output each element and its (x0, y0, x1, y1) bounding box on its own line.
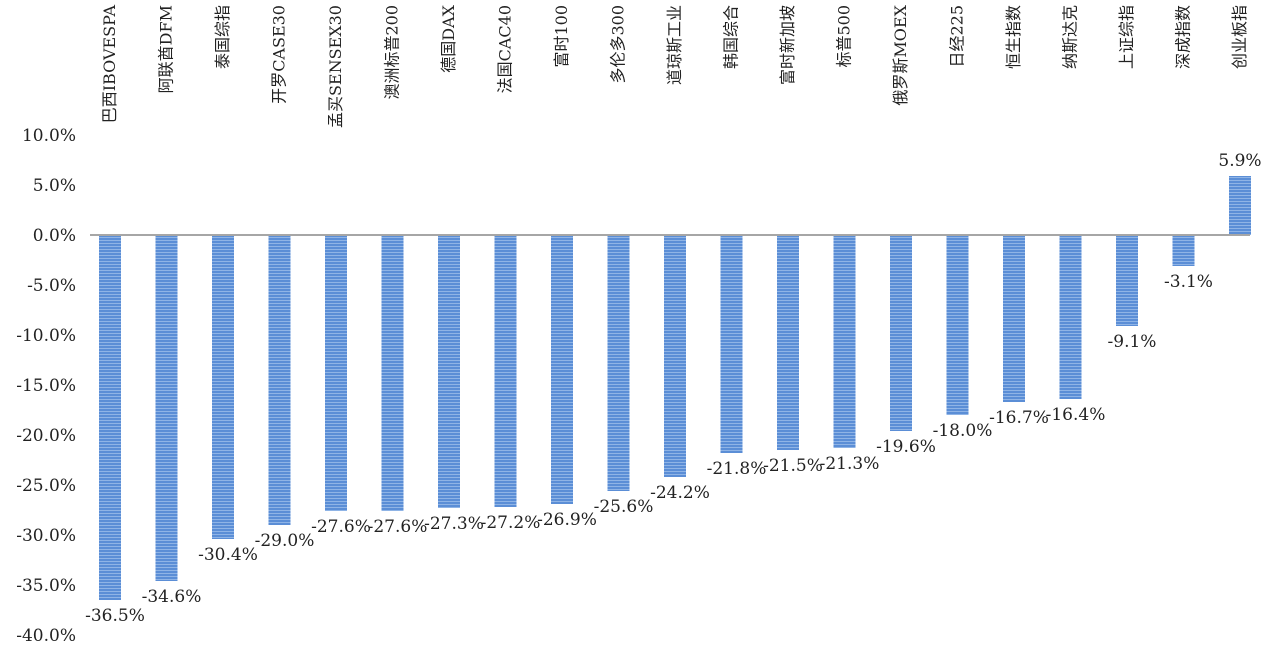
data-label: -30.4% (198, 545, 258, 565)
bar (212, 235, 234, 539)
y-tick-label: -30.0% (16, 526, 76, 546)
category-label: 巴西IBOVESPA (100, 5, 119, 124)
y-tick-label: -35.0% (16, 576, 76, 596)
category-label: 多伦多300 (609, 5, 628, 84)
data-label: -16.7% (989, 408, 1049, 428)
bar (664, 235, 686, 477)
bar (551, 235, 573, 504)
bar (99, 235, 121, 600)
bar (607, 235, 630, 491)
y-tick-label: 5.0% (33, 176, 76, 196)
y-tick-label: 10.0% (22, 126, 76, 146)
bar (268, 235, 291, 525)
bar (325, 235, 347, 511)
category-label: 泰国综指 (213, 5, 232, 69)
bar (833, 235, 856, 448)
category-label: 纳斯达克 (1061, 5, 1080, 69)
category-label: 深成指数 (1174, 5, 1193, 69)
data-label: 5.9% (1218, 151, 1261, 171)
data-label: -27.6% (311, 517, 371, 537)
category-label: 创业板指 (1230, 5, 1249, 69)
bar (890, 235, 912, 431)
y-tick-label: 0.0% (33, 226, 76, 246)
data-label: -3.1% (1164, 272, 1213, 292)
data-label: -27.2% (481, 513, 541, 533)
category-label: 韩国综合 (722, 5, 741, 69)
category-label: 恒生指数 (1004, 5, 1023, 69)
y-tick-label: -15.0% (16, 376, 76, 396)
y-axis-tick-labels: 10.0% 5.0% 0.0% -5.0% -10.0% -15.0% -20.0% -25.… (16, 126, 76, 646)
y-tick-label: -40.0% (16, 626, 76, 646)
category-label: 澳洲标普200 (383, 5, 402, 100)
data-label: -21.8% (707, 459, 767, 479)
category-label: 富时新加坡 (778, 5, 797, 85)
bar (1229, 176, 1251, 235)
category-label: 富时100 (552, 5, 571, 68)
data-labels: -36.5%-34.6%-30.4%-29.0%-27.6%-27.6%-27.… (85, 151, 1261, 626)
data-label: -27.6% (368, 517, 428, 537)
bar (720, 235, 743, 453)
category-label: 日经225 (948, 5, 967, 68)
bar (381, 235, 404, 511)
data-label: -29.0% (255, 531, 315, 551)
data-label: -18.0% (933, 421, 993, 441)
data-label: -21.3% (820, 454, 880, 474)
data-label: -16.4% (1046, 405, 1106, 425)
category-label: 上证综指 (1117, 5, 1136, 69)
category-label: 标普500 (835, 5, 854, 68)
y-tick-label: -5.0% (27, 276, 76, 296)
data-label: -9.1% (1108, 332, 1157, 352)
bar-series (99, 176, 1251, 600)
data-label: -27.3% (424, 514, 484, 534)
category-labels: 巴西IBOVESPA 阿联酋DFM 泰国综指 开罗CASE30 孟买SENSEX30 澳洲… (100, 4, 1249, 128)
category-label: 德国DAX (439, 4, 458, 72)
data-label: -24.2% (650, 483, 710, 503)
bar (494, 235, 517, 507)
y-tick-label: -25.0% (16, 476, 76, 496)
bar (1059, 235, 1082, 399)
data-label: -36.5% (85, 606, 145, 626)
category-label: 阿联酋DFM (157, 5, 176, 93)
bar (1116, 235, 1138, 326)
data-label: -25.6% (594, 497, 654, 517)
data-label: -34.6% (142, 587, 202, 607)
data-label: -26.9% (537, 510, 597, 530)
bar (438, 235, 460, 508)
bar (777, 235, 799, 450)
y-tick-label: -10.0% (16, 326, 76, 346)
data-label: -21.5% (763, 456, 823, 476)
category-label: 俄罗斯MOEX (891, 4, 910, 105)
bar (1003, 235, 1025, 402)
bar (1172, 235, 1195, 266)
bar (946, 235, 969, 415)
category-label: 道琼斯工业 (665, 5, 684, 85)
category-label: 孟买SENSEX30 (326, 5, 345, 128)
y-tick-label: -20.0% (16, 426, 76, 446)
data-label: -19.6% (876, 437, 936, 457)
category-label: 法国CAC40 (496, 5, 515, 93)
bar (155, 235, 178, 581)
category-label: 开罗CASE30 (270, 5, 289, 104)
